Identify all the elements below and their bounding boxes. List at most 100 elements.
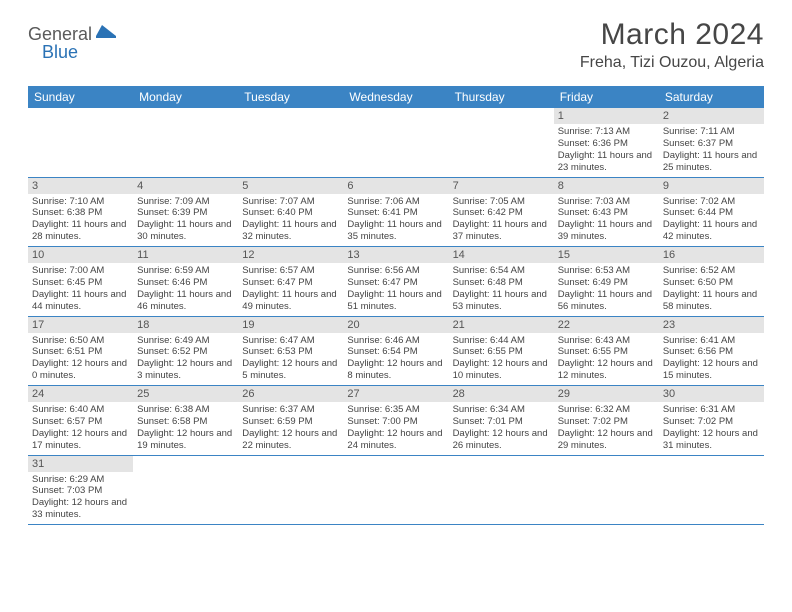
sunset-text: Sunset: 6:55 PM [453, 346, 550, 358]
day-detail: Sunrise: 6:52 AMSunset: 6:50 PMDaylight:… [659, 263, 764, 316]
weeks-container: 000001Sunrise: 7:13 AMSunset: 6:36 PMDay… [28, 108, 764, 525]
sunrise-text: Sunrise: 6:31 AM [663, 404, 760, 416]
day-number: 31 [28, 456, 133, 472]
sunrise-text: Sunrise: 6:34 AM [453, 404, 550, 416]
day-number: 25 [133, 386, 238, 402]
day-cell: 4Sunrise: 7:09 AMSunset: 6:39 PMDaylight… [133, 178, 238, 247]
sunset-text: Sunset: 6:53 PM [242, 346, 339, 358]
day-detail: Sunrise: 6:49 AMSunset: 6:52 PMDaylight:… [133, 333, 238, 386]
day-cell: 0 [343, 456, 448, 525]
day-detail: Sunrise: 6:40 AMSunset: 6:57 PMDaylight:… [28, 402, 133, 455]
day-detail: Sunrise: 7:09 AMSunset: 6:39 PMDaylight:… [133, 194, 238, 247]
day-detail: Sunrise: 7:10 AMSunset: 6:38 PMDaylight:… [28, 194, 133, 247]
day-number: 10 [28, 247, 133, 263]
weekday-header-row: SundayMondayTuesdayWednesdayThursdayFrid… [28, 86, 764, 108]
sunrise-text: Sunrise: 6:56 AM [347, 265, 444, 277]
day-number: 24 [28, 386, 133, 402]
daylight-text: Daylight: 11 hours and 56 minutes. [558, 289, 655, 313]
sunset-text: Sunset: 6:47 PM [242, 277, 339, 289]
day-cell: 5Sunrise: 7:07 AMSunset: 6:40 PMDaylight… [238, 178, 343, 247]
sunrise-text: Sunrise: 6:37 AM [242, 404, 339, 416]
day-number: 16 [659, 247, 764, 263]
daylight-text: Daylight: 11 hours and 32 minutes. [242, 219, 339, 243]
day-cell: 0 [238, 108, 343, 177]
sunset-text: Sunset: 6:36 PM [558, 138, 655, 150]
day-detail: Sunrise: 6:34 AMSunset: 7:01 PMDaylight:… [449, 402, 554, 455]
sunrise-text: Sunrise: 6:49 AM [137, 335, 234, 347]
sunrise-text: Sunrise: 7:00 AM [32, 265, 129, 277]
daylight-text: Daylight: 12 hours and 31 minutes. [663, 428, 760, 452]
daylight-text: Daylight: 12 hours and 12 minutes. [558, 358, 655, 382]
daylight-text: Daylight: 12 hours and 17 minutes. [32, 428, 129, 452]
sunset-text: Sunset: 6:46 PM [137, 277, 234, 289]
day-detail: Sunrise: 7:11 AMSunset: 6:37 PMDaylight:… [659, 124, 764, 177]
day-number: 6 [343, 178, 448, 194]
day-cell: 21Sunrise: 6:44 AMSunset: 6:55 PMDayligh… [449, 317, 554, 386]
daylight-text: Daylight: 12 hours and 3 minutes. [137, 358, 234, 382]
sunrise-text: Sunrise: 6:57 AM [242, 265, 339, 277]
daylight-text: Daylight: 11 hours and 44 minutes. [32, 289, 129, 313]
sunrise-text: Sunrise: 7:03 AM [558, 196, 655, 208]
sunset-text: Sunset: 6:40 PM [242, 207, 339, 219]
day-cell: 0 [28, 108, 133, 177]
weekday-header: Wednesday [343, 86, 448, 108]
day-number: 9 [659, 178, 764, 194]
day-number: 11 [133, 247, 238, 263]
daylight-text: Daylight: 11 hours and 49 minutes. [242, 289, 339, 313]
sunrise-text: Sunrise: 7:02 AM [663, 196, 760, 208]
day-number: 23 [659, 317, 764, 333]
day-detail: Sunrise: 6:44 AMSunset: 6:55 PMDaylight:… [449, 333, 554, 386]
sunrise-text: Sunrise: 6:50 AM [32, 335, 129, 347]
day-cell: 0 [449, 456, 554, 525]
day-cell: 27Sunrise: 6:35 AMSunset: 7:00 PMDayligh… [343, 386, 448, 455]
month-title: March 2024 [580, 18, 764, 52]
daylight-text: Daylight: 11 hours and 23 minutes. [558, 150, 655, 174]
daylight-text: Daylight: 12 hours and 0 minutes. [32, 358, 129, 382]
day-detail: Sunrise: 7:00 AMSunset: 6:45 PMDaylight:… [28, 263, 133, 316]
day-detail: Sunrise: 6:38 AMSunset: 6:58 PMDaylight:… [133, 402, 238, 455]
sunset-text: Sunset: 6:48 PM [453, 277, 550, 289]
sunset-text: Sunset: 6:58 PM [137, 416, 234, 428]
day-number: 15 [554, 247, 659, 263]
daylight-text: Daylight: 11 hours and 25 minutes. [663, 150, 760, 174]
title-block: March 2024 Freha, Tizi Ouzou, Algeria [580, 18, 764, 72]
day-detail: Sunrise: 6:37 AMSunset: 6:59 PMDaylight:… [238, 402, 343, 455]
day-cell: 0 [238, 456, 343, 525]
week-row: 24Sunrise: 6:40 AMSunset: 6:57 PMDayligh… [28, 386, 764, 456]
sunset-text: Sunset: 6:44 PM [663, 207, 760, 219]
day-detail: Sunrise: 6:46 AMSunset: 6:54 PMDaylight:… [343, 333, 448, 386]
day-number: 27 [343, 386, 448, 402]
day-cell: 8Sunrise: 7:03 AMSunset: 6:43 PMDaylight… [554, 178, 659, 247]
sunset-text: Sunset: 6:59 PM [242, 416, 339, 428]
day-number: 19 [238, 317, 343, 333]
day-cell: 24Sunrise: 6:40 AMSunset: 6:57 PMDayligh… [28, 386, 133, 455]
sunset-text: Sunset: 6:57 PM [32, 416, 129, 428]
daylight-text: Daylight: 11 hours and 46 minutes. [137, 289, 234, 313]
sunrise-text: Sunrise: 6:52 AM [663, 265, 760, 277]
day-cell: 17Sunrise: 6:50 AMSunset: 6:51 PMDayligh… [28, 317, 133, 386]
day-number: 2 [659, 108, 764, 124]
daylight-text: Daylight: 11 hours and 58 minutes. [663, 289, 760, 313]
daylight-text: Daylight: 11 hours and 35 minutes. [347, 219, 444, 243]
day-cell: 30Sunrise: 6:31 AMSunset: 7:02 PMDayligh… [659, 386, 764, 455]
sunrise-text: Sunrise: 6:40 AM [32, 404, 129, 416]
sunset-text: Sunset: 7:02 PM [663, 416, 760, 428]
sunset-text: Sunset: 7:00 PM [347, 416, 444, 428]
sunset-text: Sunset: 6:52 PM [137, 346, 234, 358]
sunrise-text: Sunrise: 6:38 AM [137, 404, 234, 416]
day-cell: 12Sunrise: 6:57 AMSunset: 6:47 PMDayligh… [238, 247, 343, 316]
day-detail: Sunrise: 6:47 AMSunset: 6:53 PMDaylight:… [238, 333, 343, 386]
day-detail: Sunrise: 7:03 AMSunset: 6:43 PMDaylight:… [554, 194, 659, 247]
day-number: 18 [133, 317, 238, 333]
sunrise-text: Sunrise: 7:06 AM [347, 196, 444, 208]
day-detail: Sunrise: 7:05 AMSunset: 6:42 PMDaylight:… [449, 194, 554, 247]
day-detail: Sunrise: 6:31 AMSunset: 7:02 PMDaylight:… [659, 402, 764, 455]
day-cell: 0 [554, 456, 659, 525]
day-cell: 0 [449, 108, 554, 177]
sunrise-text: Sunrise: 7:09 AM [137, 196, 234, 208]
day-cell: 10Sunrise: 7:00 AMSunset: 6:45 PMDayligh… [28, 247, 133, 316]
day-detail: Sunrise: 7:02 AMSunset: 6:44 PMDaylight:… [659, 194, 764, 247]
location: Freha, Tizi Ouzou, Algeria [580, 54, 764, 72]
weekday-header: Friday [554, 86, 659, 108]
day-cell: 31Sunrise: 6:29 AMSunset: 7:03 PMDayligh… [28, 456, 133, 525]
